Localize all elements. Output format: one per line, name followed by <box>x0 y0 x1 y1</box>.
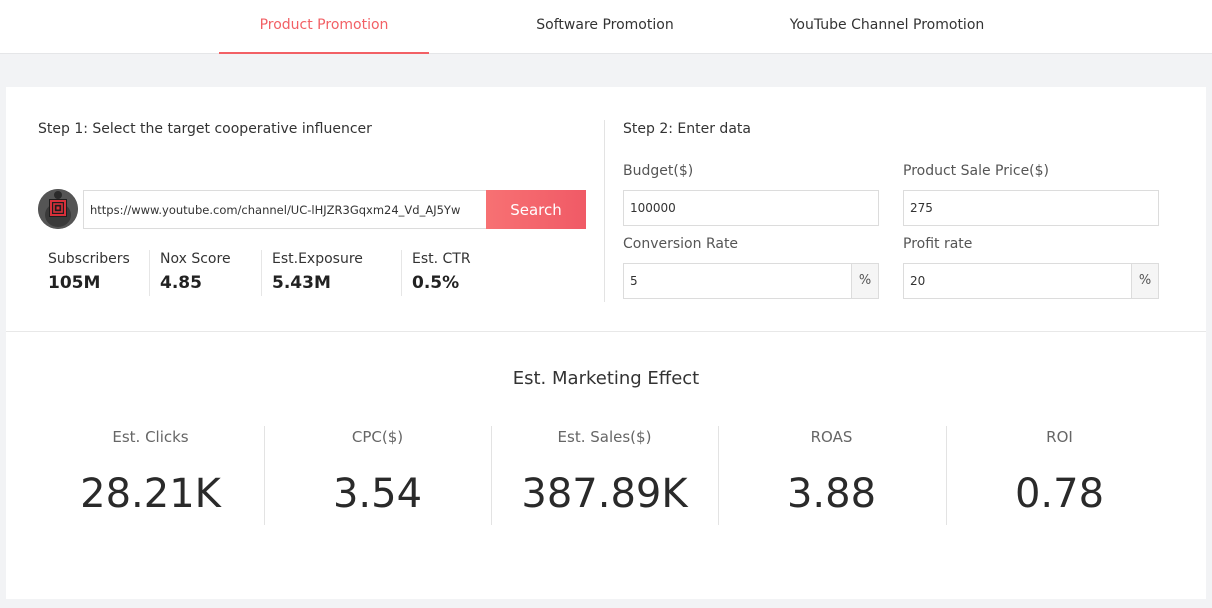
section-divider <box>6 331 1206 332</box>
stat-nox-score: Nox Score 4.85 <box>160 250 231 298</box>
stat-label: Est.Exposure <box>272 251 363 267</box>
step2-title: Step 2: Enter data <box>623 121 751 137</box>
metric-label: ROI <box>1046 428 1073 446</box>
step1-title: Step 1: Select the target cooperative in… <box>38 121 372 137</box>
metric-label: Est. Sales($) <box>557 428 652 446</box>
profit-rate-unit: % <box>1131 263 1159 299</box>
metric-value: 387.89K <box>521 471 688 517</box>
stat-label: Nox Score <box>160 251 231 267</box>
metric-est-clicks: Est. Clicks 28.21K <box>37 427 264 519</box>
metric-value: 3.88 <box>786 471 877 517</box>
effect-title: Est. Marketing Effect <box>512 368 700 389</box>
metric-label: Est. Clicks <box>112 428 189 446</box>
metric-value: 0.78 <box>1014 471 1105 517</box>
stat-divider <box>401 250 402 296</box>
step-divider <box>604 120 605 302</box>
profit-rate-input[interactable] <box>903 263 1131 299</box>
metric-divider <box>946 426 947 525</box>
conversion-rate-input[interactable] <box>623 263 851 299</box>
stat-label: Subscribers <box>48 251 130 267</box>
metric-value: 3.54 <box>332 471 423 517</box>
stat-est-exposure: Est.Exposure 5.43M <box>272 250 363 298</box>
tab-product-promotion[interactable]: Product Promotion <box>219 0 429 54</box>
metric-divider <box>264 426 265 525</box>
sale-price-input[interactable] <box>903 190 1159 226</box>
tab-youtube-channel-promotion[interactable]: YouTube Channel Promotion <box>789 17 985 33</box>
stat-label: Est. CTR <box>412 251 471 267</box>
metric-roi: ROI 0.78 <box>946 427 1173 519</box>
stat-value: 0.5% <box>412 273 460 293</box>
budget-label: Budget($) <box>623 163 694 179</box>
channel-avatar-icon <box>38 189 78 229</box>
promotion-tabs: Product Promotion Software Promotion You… <box>0 0 1212 54</box>
metric-divider <box>718 426 719 525</box>
profit-rate-label: Profit rate <box>903 236 973 252</box>
metric-label: ROAS <box>810 428 853 446</box>
tab-software-promotion[interactable]: Software Promotion <box>536 17 674 33</box>
metric-divider <box>491 426 492 525</box>
stat-value: 5.43M <box>272 273 331 293</box>
stat-value: 4.85 <box>160 273 202 293</box>
sale-price-label: Product Sale Price($) <box>903 163 1050 179</box>
budget-input[interactable] <box>623 190 879 226</box>
stat-divider <box>261 250 262 296</box>
conversion-rate-unit: % <box>851 263 879 299</box>
stat-divider <box>149 250 150 296</box>
stat-est-ctr: Est. CTR 0.5% <box>412 250 471 298</box>
stat-value: 105M <box>48 273 101 293</box>
calculator-card: Step 1: Select the target cooperative in… <box>6 87 1206 599</box>
stat-subscribers: Subscribers 105M <box>48 250 130 298</box>
metric-cpc: CPC($) 3.54 <box>264 427 491 519</box>
metric-value: 28.21K <box>80 471 221 517</box>
metric-roas: ROAS 3.88 <box>718 427 945 519</box>
metric-est-sales: Est. Sales($) 387.89K <box>491 427 718 519</box>
search-button[interactable]: Search <box>486 190 586 229</box>
channel-url-input[interactable] <box>83 190 486 229</box>
conversion-rate-label: Conversion Rate <box>623 236 739 252</box>
metric-label: CPC($) <box>351 428 404 446</box>
